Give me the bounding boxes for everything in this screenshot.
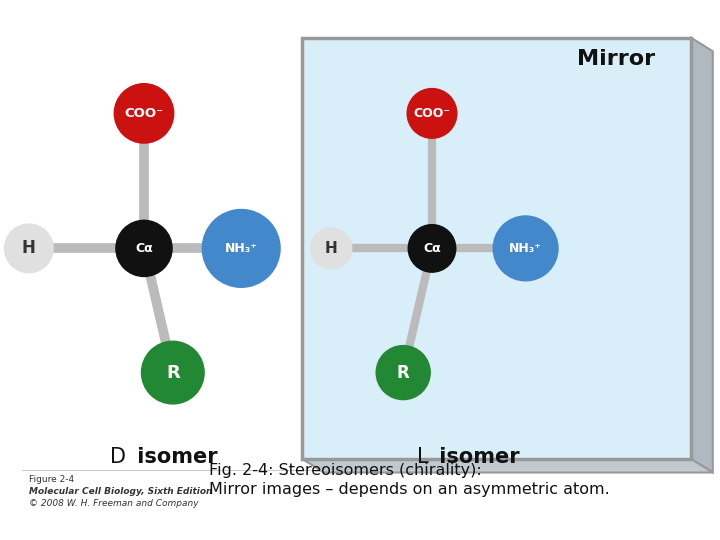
- Ellipse shape: [202, 210, 280, 287]
- Text: Fig. 2-4: Stereoisomers (chirality):: Fig. 2-4: Stereoisomers (chirality):: [209, 463, 482, 478]
- Ellipse shape: [493, 216, 558, 281]
- Text: isomer: isomer: [130, 447, 217, 467]
- Text: H: H: [22, 239, 36, 258]
- Polygon shape: [691, 38, 713, 472]
- Text: H: H: [325, 241, 338, 256]
- Text: Mirror images – depends on an asymmetric atom.: Mirror images – depends on an asymmetric…: [209, 482, 610, 497]
- Text: Cα: Cα: [135, 242, 153, 255]
- Text: NH₃⁺: NH₃⁺: [509, 242, 542, 255]
- Text: COO⁻: COO⁻: [413, 107, 451, 120]
- Ellipse shape: [408, 89, 457, 138]
- Text: R: R: [166, 363, 180, 382]
- Ellipse shape: [141, 341, 204, 404]
- Text: Molecular Cell Biology, Sixth Edition: Molecular Cell Biology, Sixth Edition: [29, 487, 212, 496]
- Text: © 2008 W. H. Freeman and Company: © 2008 W. H. Freeman and Company: [29, 498, 199, 508]
- Text: R: R: [397, 363, 410, 382]
- Ellipse shape: [4, 224, 53, 273]
- Ellipse shape: [408, 225, 456, 272]
- Text: D: D: [110, 447, 126, 467]
- Polygon shape: [302, 459, 713, 472]
- FancyBboxPatch shape: [302, 38, 691, 459]
- Text: Figure 2-4: Figure 2-4: [29, 475, 74, 484]
- Text: COO⁻: COO⁻: [125, 107, 163, 120]
- Ellipse shape: [116, 220, 172, 276]
- Text: Cα: Cα: [423, 242, 441, 255]
- Ellipse shape: [114, 84, 174, 143]
- Ellipse shape: [377, 346, 431, 400]
- Text: Mirror: Mirror: [577, 49, 655, 69]
- Text: L: L: [417, 447, 428, 467]
- Ellipse shape: [311, 228, 352, 269]
- Text: isomer: isomer: [432, 447, 520, 467]
- Text: NH₃⁺: NH₃⁺: [225, 242, 258, 255]
